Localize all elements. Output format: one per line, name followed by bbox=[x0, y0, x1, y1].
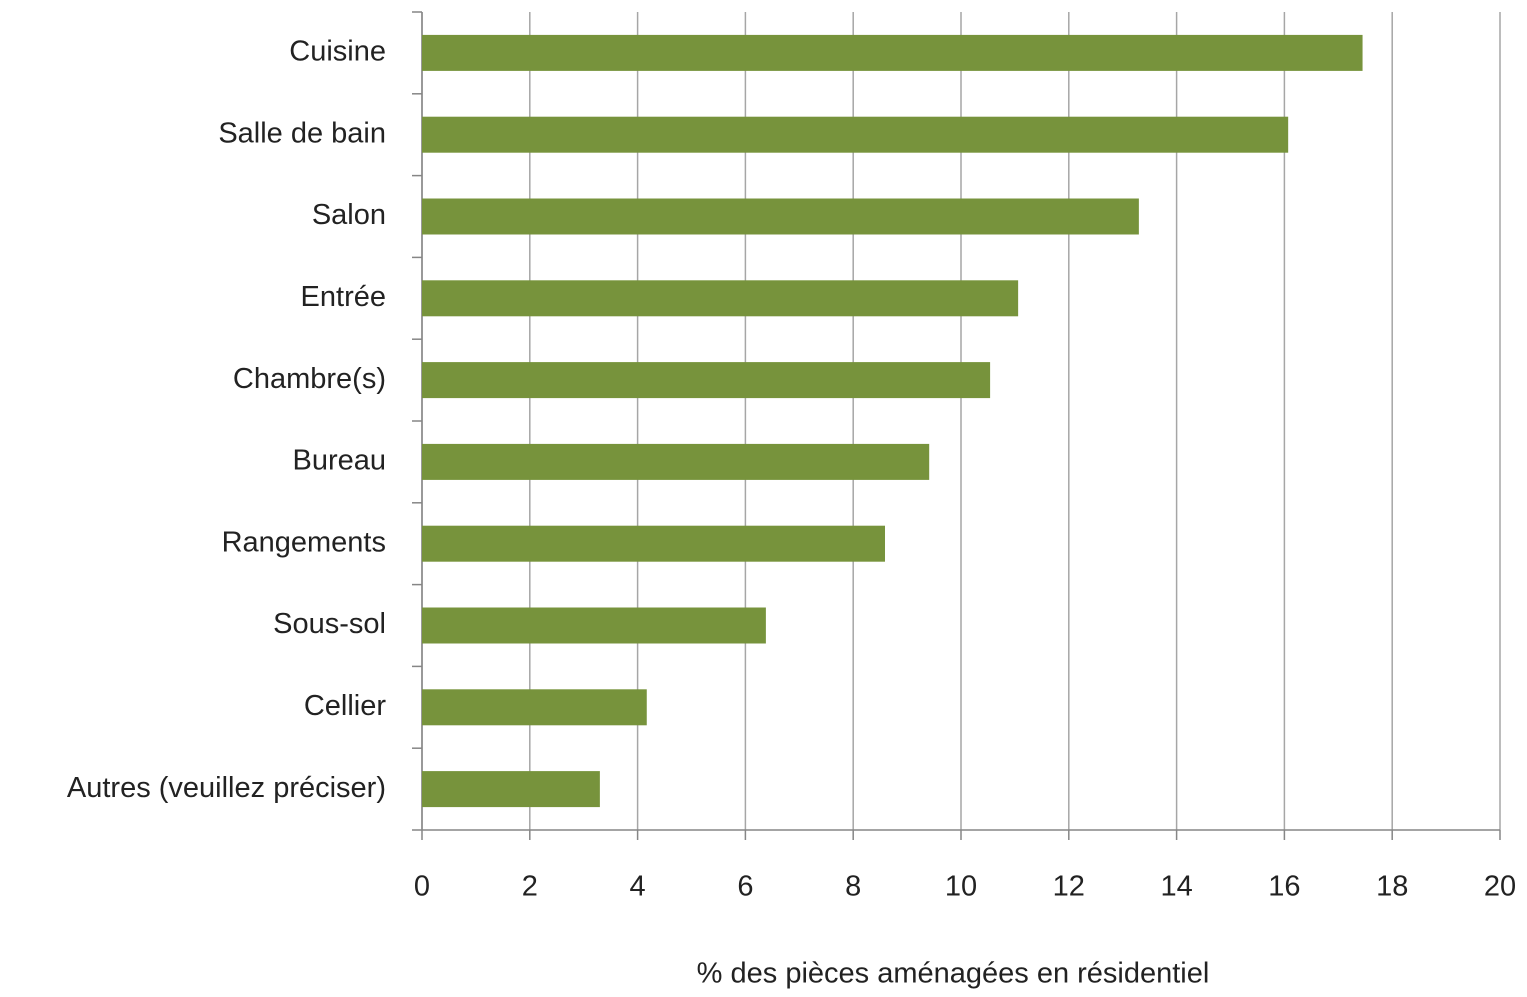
y-tick-label: Cuisine bbox=[289, 36, 386, 68]
x-tick-label: 10 bbox=[945, 871, 977, 903]
x-tick-label: 2 bbox=[522, 871, 538, 903]
x-tick-label: 8 bbox=[845, 871, 861, 903]
x-tick-label: 14 bbox=[1160, 871, 1192, 903]
y-tick-label: Bureau bbox=[292, 445, 386, 477]
y-tick-label: Cellier bbox=[304, 690, 387, 722]
x-tick-label: 16 bbox=[1268, 871, 1300, 903]
x-tick-label: 0 bbox=[414, 871, 430, 903]
bar bbox=[422, 34, 1363, 71]
bar bbox=[422, 689, 647, 726]
y-tick-label: Autres (veuillez préciser) bbox=[67, 772, 386, 804]
y-tick-label: Salle de bain bbox=[218, 117, 386, 149]
bar bbox=[422, 116, 1289, 153]
x-tick-label: 18 bbox=[1376, 871, 1408, 903]
bar bbox=[422, 280, 1019, 317]
y-tick-label: Entrée bbox=[301, 281, 386, 313]
x-axis-label: % des pièces aménagées en résidentiel bbox=[697, 958, 1210, 990]
bar bbox=[422, 525, 886, 562]
x-tick-label: 4 bbox=[630, 871, 646, 903]
bar bbox=[422, 607, 766, 644]
bar bbox=[422, 443, 930, 480]
y-tick-label: Chambre(s) bbox=[233, 363, 386, 395]
x-tick-label: 12 bbox=[1053, 871, 1085, 903]
bar bbox=[422, 198, 1139, 235]
y-tick-label: Sous-sol bbox=[273, 608, 386, 640]
y-tick-label: Rangements bbox=[222, 526, 386, 558]
x-tick-label: 20 bbox=[1484, 871, 1516, 903]
x-tick-label: 6 bbox=[737, 871, 753, 903]
bar bbox=[422, 362, 991, 399]
bar bbox=[422, 771, 600, 808]
y-tick-label: Salon bbox=[312, 199, 386, 231]
